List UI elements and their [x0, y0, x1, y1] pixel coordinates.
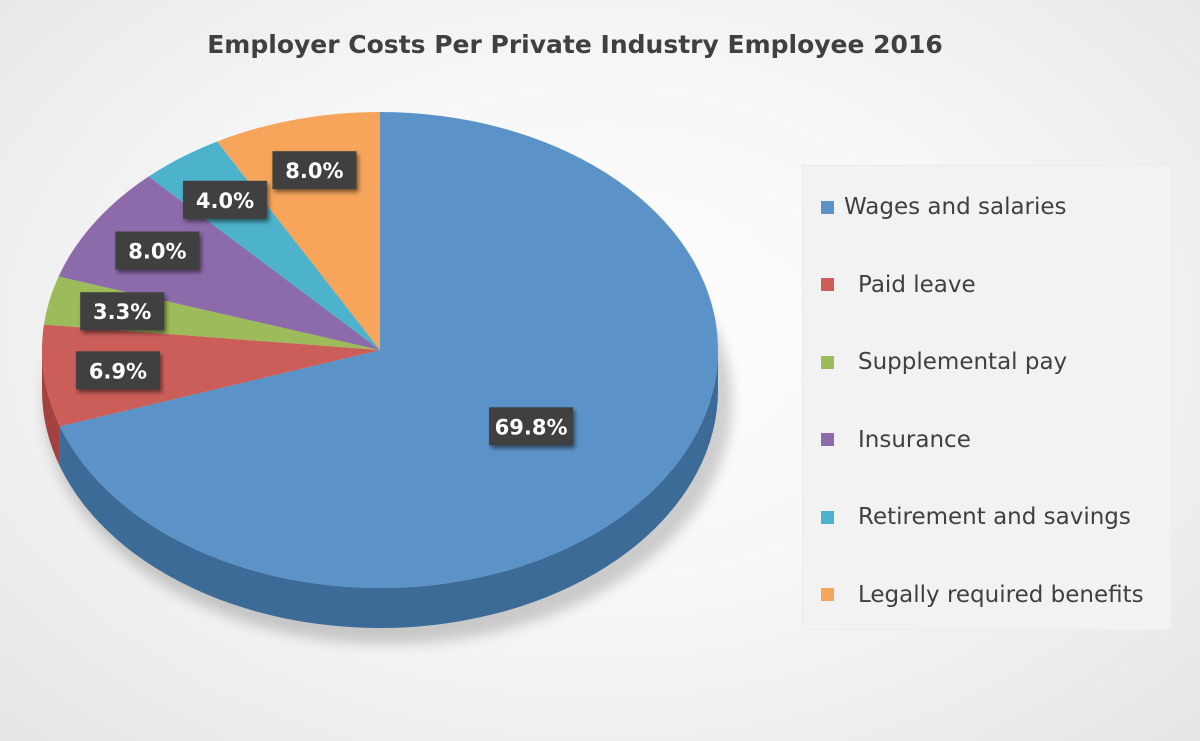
legend-item-retirement-and-savings: Retirement and savings	[821, 502, 1131, 532]
legend-swatch	[821, 588, 834, 601]
legend-label: Legally required benefits	[858, 581, 1144, 608]
data-label-insurance: 8.0%	[115, 231, 200, 270]
pie-slice-side-wages-and-salaries	[59, 350, 718, 629]
legend-item-insurance: Insurance	[821, 425, 971, 455]
data-label-box	[80, 292, 165, 331]
data-label-text: 8.0%	[285, 159, 343, 183]
data-label-legally-required-benefits: 8.0%	[272, 151, 357, 190]
data-label-box	[489, 407, 574, 446]
legend-swatch	[821, 355, 834, 369]
legend-label: Supplemental pay	[858, 349, 1068, 375]
data-label-wages-and-salaries: 69.8%	[489, 407, 574, 446]
pie-slice-side-paid-leave	[42, 350, 60, 467]
data-label-text: 8.0%	[128, 240, 186, 264]
data-label-paid-leave: 6.9%	[75, 351, 160, 390]
data-label-text: 4.0%	[196, 189, 254, 213]
data-label-box	[115, 231, 200, 270]
legend: Wages and salaries Paid leave Supplemental…	[802, 165, 1172, 630]
pie-slice-insurance	[58, 176, 380, 350]
legend-item-supplemental-pay: Supplemental pay	[821, 347, 1067, 377]
data-label-text: 69.8%	[495, 415, 568, 439]
chart-title: Employer Costs Per Private Industry Empl…	[207, 30, 943, 59]
legend-label: Wages and salaries	[844, 194, 1067, 220]
legend-label: Retirement and savings	[858, 504, 1131, 530]
legend-swatch	[821, 510, 834, 524]
data-label-box	[183, 180, 268, 219]
data-label-text: 6.9%	[89, 359, 147, 383]
data-label-box	[75, 351, 160, 390]
pie-slice-paid-leave	[42, 324, 381, 427]
legend-label: Insurance	[858, 426, 971, 453]
legend-label: Paid leave	[858, 271, 976, 298]
data-label-text: 3.3%	[93, 300, 151, 324]
legend-item-wages-and-salaries: Wages and salaries	[821, 192, 1067, 222]
data-label-box	[272, 151, 357, 190]
pie-slice-wages-and-salaries	[59, 112, 719, 589]
legend-swatch	[821, 200, 834, 214]
data-label-retirement-and-savings: 4.0%	[183, 180, 268, 219]
data-label-supplemental-pay: 3.3%	[80, 292, 165, 331]
legend-item-paid-leave: Paid leave	[821, 270, 976, 300]
legend-swatch	[821, 278, 834, 291]
legend-item-legally-required-benefits: Legally required benefits	[821, 580, 1144, 610]
legend-swatch	[821, 433, 834, 446]
